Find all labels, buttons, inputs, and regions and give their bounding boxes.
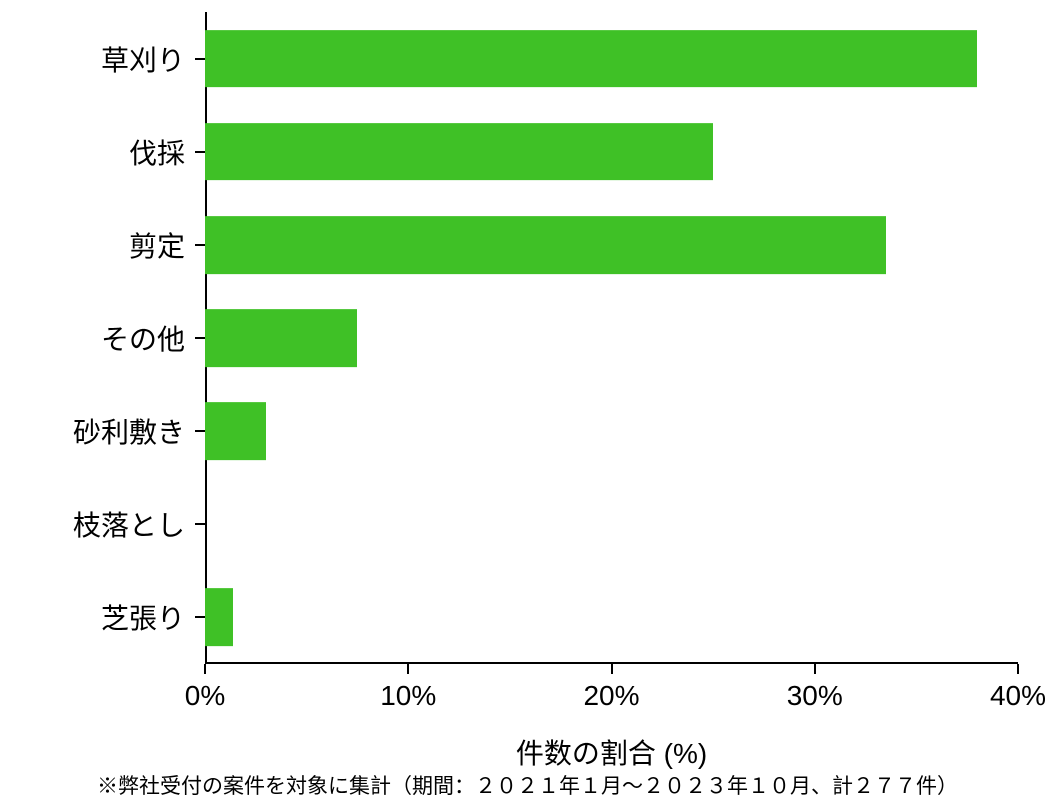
bar	[205, 309, 357, 367]
x-tick-label: 40%	[990, 680, 1046, 712]
x-tick	[1017, 664, 1019, 674]
x-tick-label: 30%	[787, 680, 843, 712]
y-tick	[195, 151, 205, 153]
x-axis-title: 件数の割合 (%)	[516, 732, 707, 772]
y-axis-label: 砂利敷き	[0, 411, 185, 451]
x-tick-label: 0%	[185, 680, 225, 712]
x-tick	[204, 664, 206, 674]
bar	[205, 402, 266, 460]
x-tick	[407, 664, 409, 674]
bar	[205, 30, 977, 88]
x-tick	[814, 664, 816, 674]
y-axis-label: 草刈り	[0, 39, 185, 79]
x-tick	[611, 664, 613, 674]
y-axis-label: 枝落とし	[0, 504, 185, 544]
y-tick	[195, 337, 205, 339]
bar	[205, 589, 233, 647]
bar	[205, 216, 886, 274]
x-tick-label: 20%	[583, 680, 639, 712]
y-tick	[195, 58, 205, 60]
y-axis-label: その他	[0, 318, 185, 358]
y-tick	[195, 616, 205, 618]
bar	[205, 123, 713, 181]
y-axis-label: 芝張り	[0, 597, 185, 637]
y-tick	[195, 430, 205, 432]
x-tick-label: 10%	[380, 680, 436, 712]
y-axis-labels: 草刈り伐採剪定その他砂利敷き枝落とし芝張り	[0, 12, 195, 664]
y-axis-label: 剪定	[0, 225, 185, 265]
y-axis-label: 伐採	[0, 132, 185, 172]
y-tick	[195, 244, 205, 246]
y-tick	[195, 523, 205, 525]
chart-container: 草刈り伐採剪定その他砂利敷き枝落とし芝張り 件数の割合 (%) 0%10%20%…	[0, 0, 1055, 812]
footnote-text: ※弊社受付の案件を対象に集計（期間：２０２１年１月～２０２３年１０月、計２７７件…	[97, 770, 958, 800]
plot-area: 件数の割合 (%) 0%10%20%30%40%	[205, 12, 1018, 664]
